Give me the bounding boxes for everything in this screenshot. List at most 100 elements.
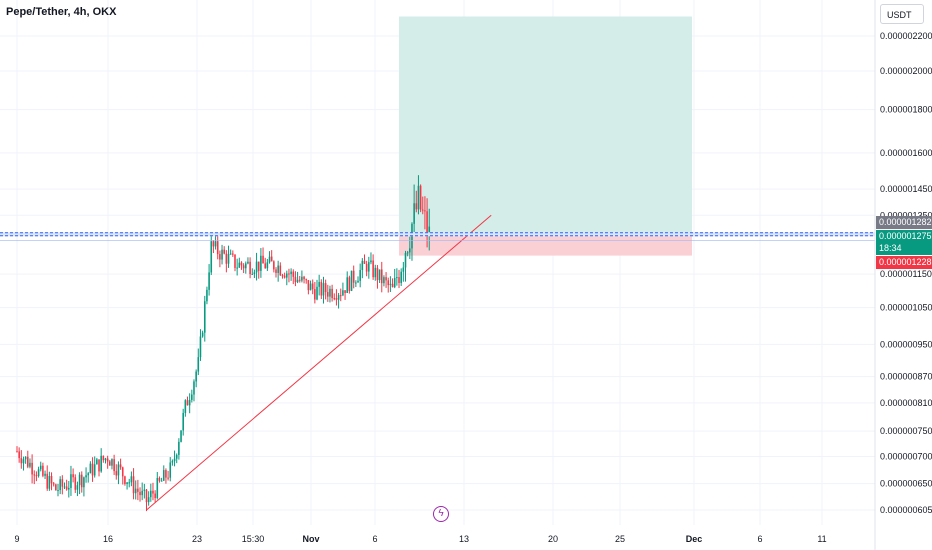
candle-body: [413, 203, 415, 224]
currency-selector[interactable]: USDT: [880, 4, 924, 24]
candle-body: [378, 269, 381, 281]
candle-body: [331, 288, 333, 299]
candle-body: [264, 263, 267, 269]
trendline[interactable]: [146, 214, 492, 511]
time-axis[interactable]: 9 16 23 15:30 Nov 6 13 20 25 Dec 6 11: [14, 534, 826, 544]
candle-body: [270, 256, 273, 262]
candle-body: [322, 283, 325, 296]
candle-body: [216, 241, 219, 255]
candle-body: [277, 265, 279, 273]
candle-body: [327, 292, 329, 297]
candle-body: [273, 261, 275, 270]
candle-body: [352, 270, 355, 283]
candle-body: [404, 253, 407, 268]
candle-body: [96, 459, 98, 465]
candle-body: [130, 476, 133, 483]
candle-body: [175, 454, 178, 459]
stop-loss-zone[interactable]: [399, 236, 692, 256]
candle-body: [292, 271, 295, 277]
candle-body: [316, 286, 318, 300]
candle-body: [145, 489, 148, 503]
candle-body: [63, 486, 66, 488]
candle-body: [268, 256, 271, 263]
candle-body: [301, 276, 303, 281]
y-tick-label: 0.000000750: [880, 426, 932, 436]
candle-body: [188, 399, 191, 406]
candle-body: [46, 473, 49, 489]
candle-body: [165, 470, 167, 478]
candle-body: [409, 248, 411, 253]
candle-body: [180, 430, 182, 442]
candle-body: [346, 277, 349, 293]
candle-body: [169, 462, 172, 478]
candle-body: [387, 280, 390, 286]
candle-body: [91, 463, 94, 476]
candle-body: [201, 332, 204, 337]
candle-body: [368, 262, 370, 272]
candle-body: [121, 467, 124, 477]
level-band: [0, 232, 875, 237]
take-profit-zone[interactable]: [399, 16, 692, 237]
price-axis[interactable]: 0.000002200 0.000002000 0.000001800 0.00000…: [880, 31, 932, 515]
candle-body: [335, 298, 338, 300]
candle-body: [100, 455, 102, 472]
candle-body: [247, 261, 249, 264]
horizontal-level[interactable]: [0, 232, 875, 241]
x-tick-label: 6: [757, 534, 762, 544]
candle-body: [225, 253, 228, 264]
candle-body: [22, 459, 25, 464]
candle-body: [309, 283, 312, 291]
candle-body: [48, 476, 51, 489]
candle-body: [266, 262, 269, 269]
candle-body: [251, 273, 254, 275]
candle-body: [400, 271, 402, 283]
candle-body: [33, 474, 36, 476]
y-tick-label: 0.000001050: [880, 303, 932, 313]
candle-body: [119, 464, 122, 468]
candle-body: [415, 203, 418, 210]
candle-body: [52, 483, 55, 485]
x-tick-label: 9: [14, 534, 19, 544]
candle-body: [39, 465, 42, 470]
candle-body: [421, 209, 424, 211]
x-tick-label: 20: [548, 534, 558, 544]
candle-body: [128, 482, 131, 484]
candle-body: [139, 491, 141, 496]
candle-body: [143, 489, 146, 491]
candle-body: [206, 289, 208, 302]
y-tick-label: 0.000000950: [880, 339, 932, 349]
candle-body: [290, 271, 292, 275]
candle-body: [150, 490, 152, 498]
candle-body: [339, 295, 342, 297]
candle-body: [275, 269, 277, 273]
candle-body: [419, 185, 422, 210]
candle-body: [393, 277, 396, 288]
chart-title: Pepe/Tether, 4h, OKX: [6, 6, 117, 18]
candle-body: [240, 262, 243, 266]
candle-body: [184, 400, 187, 413]
candle-body: [68, 487, 70, 490]
x-tick-label: 6: [372, 534, 377, 544]
candle-body: [380, 269, 383, 284]
candle-body: [288, 273, 290, 275]
candle-body: [236, 267, 238, 269]
candle-body: [279, 265, 282, 276]
y-tick-label: 0.000002200: [880, 31, 932, 41]
candle-body: [363, 260, 366, 264]
candle-body: [141, 490, 143, 496]
candle-body: [156, 477, 159, 499]
candle-body: [106, 458, 109, 462]
candle-body: [320, 282, 323, 296]
level-price-tag: 0.000001282: [876, 216, 932, 229]
x-tick-label: Dec: [686, 534, 703, 544]
candle-body: [361, 260, 364, 270]
candle-body: [398, 277, 400, 283]
candle-body: [85, 475, 87, 478]
candle-body: [342, 290, 344, 296]
candle-body: [182, 412, 184, 431]
candle-body: [402, 267, 405, 272]
last-price-tag: 0.000001275 18:34: [876, 230, 932, 255]
lightning-icon[interactable]: ϟ: [433, 506, 449, 522]
candle-body: [186, 400, 189, 406]
